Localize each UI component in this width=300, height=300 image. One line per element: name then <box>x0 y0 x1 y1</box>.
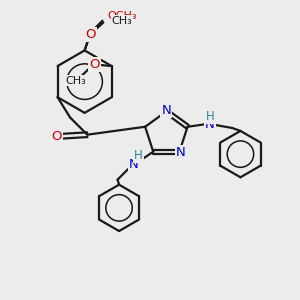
Text: N: N <box>161 104 171 117</box>
Text: H: H <box>134 149 143 162</box>
Text: O: O <box>52 130 62 143</box>
Text: CH₃: CH₃ <box>112 16 132 26</box>
Text: OCH₃: OCH₃ <box>107 11 136 21</box>
Text: H: H <box>206 110 215 123</box>
Text: O: O <box>85 28 95 41</box>
Text: O: O <box>89 58 100 71</box>
Text: N: N <box>129 158 139 171</box>
Text: O: O <box>85 28 96 40</box>
Text: N: N <box>205 118 215 131</box>
Text: CH₃: CH₃ <box>66 76 86 85</box>
Text: N: N <box>176 146 186 159</box>
